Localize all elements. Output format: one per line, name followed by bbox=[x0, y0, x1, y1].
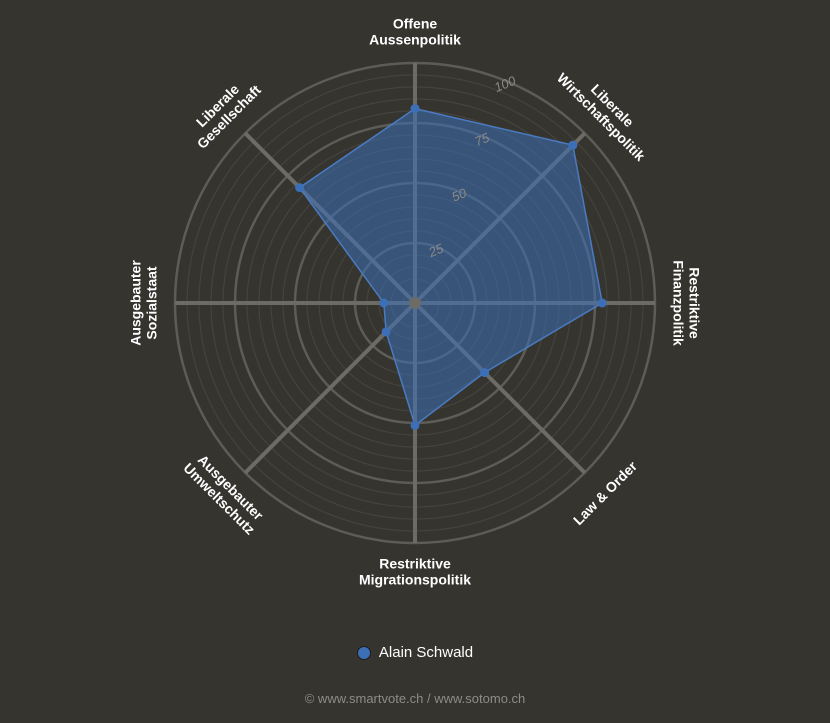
axis-label-line: Sozialstaat bbox=[144, 266, 160, 339]
data-point bbox=[379, 298, 389, 308]
tick-label: 50 bbox=[449, 185, 469, 205]
axis-label-line: Offene bbox=[393, 16, 438, 32]
axis-label-line: Migrationspolitik bbox=[359, 572, 471, 588]
data-point bbox=[480, 368, 490, 378]
series-area bbox=[298, 107, 604, 427]
legend-label: Alain Schwald bbox=[378, 644, 474, 661]
data-point bbox=[568, 140, 578, 150]
axis-label-line: Aussenpolitik bbox=[369, 32, 461, 48]
data-point bbox=[381, 327, 391, 337]
axis-label-line: Finanzpolitik bbox=[670, 260, 686, 346]
footer-credit: © www.smartvote.ch / www.sotomo.ch bbox=[304, 691, 526, 706]
axis-label-line: Restriktive bbox=[379, 556, 451, 572]
center-hub bbox=[409, 297, 421, 309]
axis-label: Ausgebauter Sozialstaat bbox=[128, 260, 160, 346]
data-point bbox=[410, 420, 420, 430]
legend-marker-icon bbox=[356, 645, 371, 660]
tick-label: 75 bbox=[472, 129, 492, 149]
legend[interactable]: Alain Schwald bbox=[0, 644, 830, 661]
axis-label-line: Restriktive bbox=[686, 267, 702, 339]
tick-label: 25 bbox=[426, 240, 447, 260]
data-point bbox=[295, 183, 305, 193]
axis-label-line: Ausgebauter bbox=[128, 260, 144, 346]
data-point bbox=[597, 298, 607, 308]
data-point bbox=[410, 104, 420, 114]
